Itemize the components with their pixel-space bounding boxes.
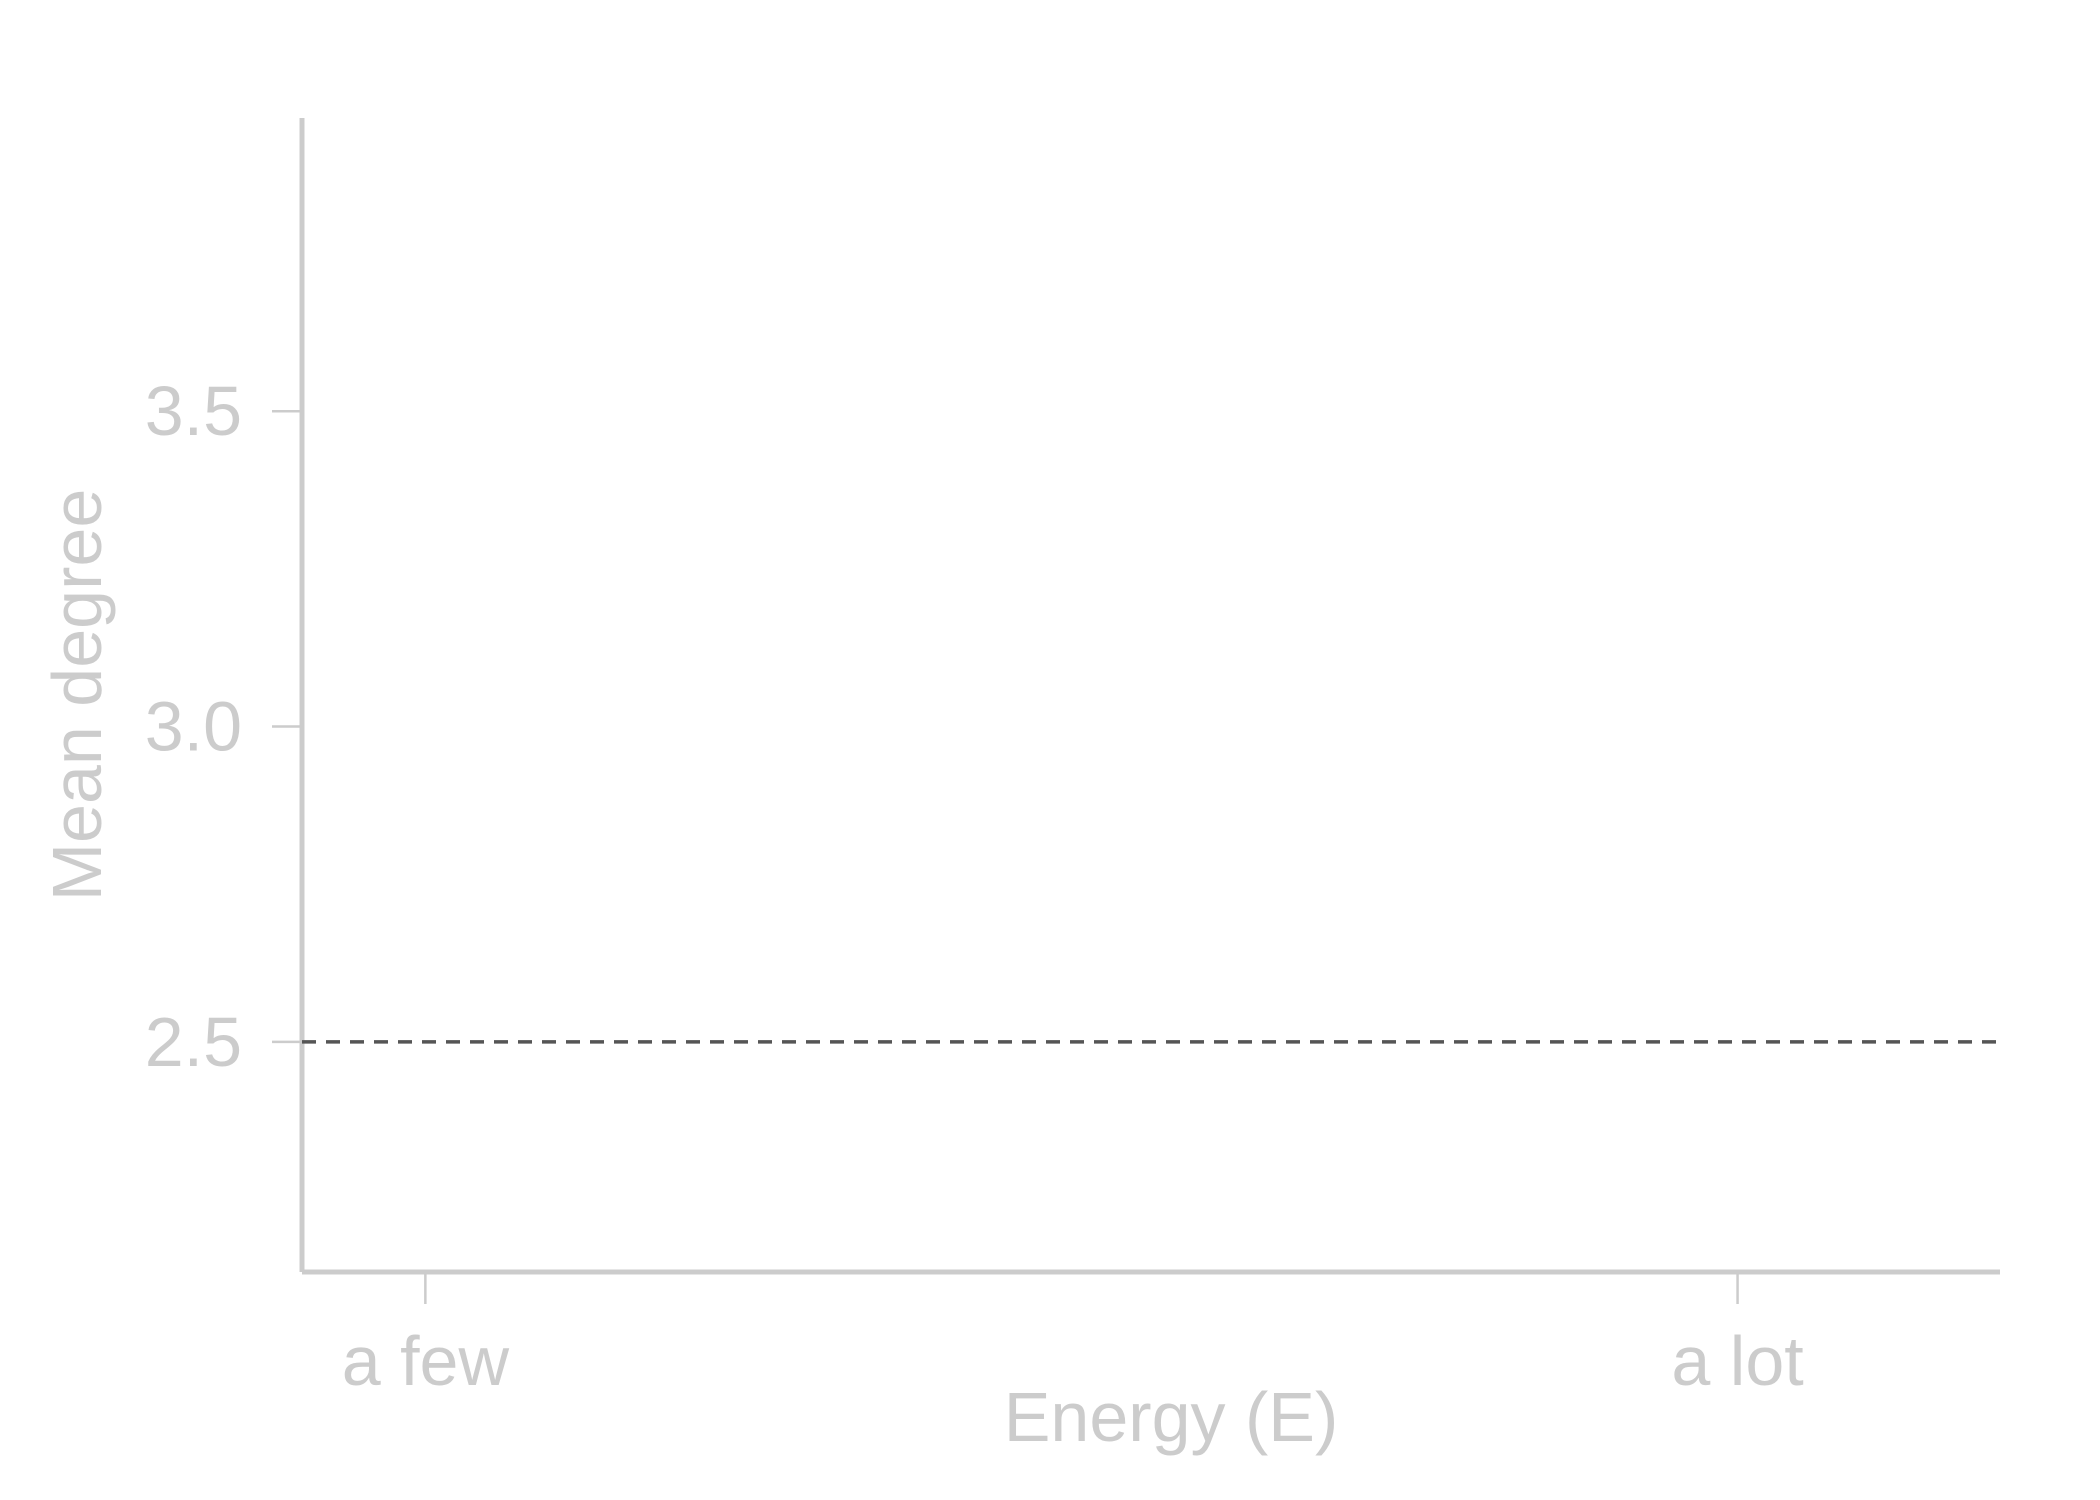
y-axis-ticks: 2.5 3.0 3.5 xyxy=(145,372,302,1081)
y-tick-label: 2.5 xyxy=(145,1003,242,1081)
x-tick-label: a few xyxy=(342,1322,510,1400)
x-axis-title: Energy (E) xyxy=(1004,1378,1339,1456)
x-tick-label: a lot xyxy=(1671,1322,1803,1400)
x-axis-ticks: a few a lot xyxy=(342,1272,1804,1400)
y-tick-label: 3.0 xyxy=(145,688,242,766)
y-axis-title: Mean degree xyxy=(38,489,116,902)
y-tick-label: 3.5 xyxy=(145,372,242,450)
